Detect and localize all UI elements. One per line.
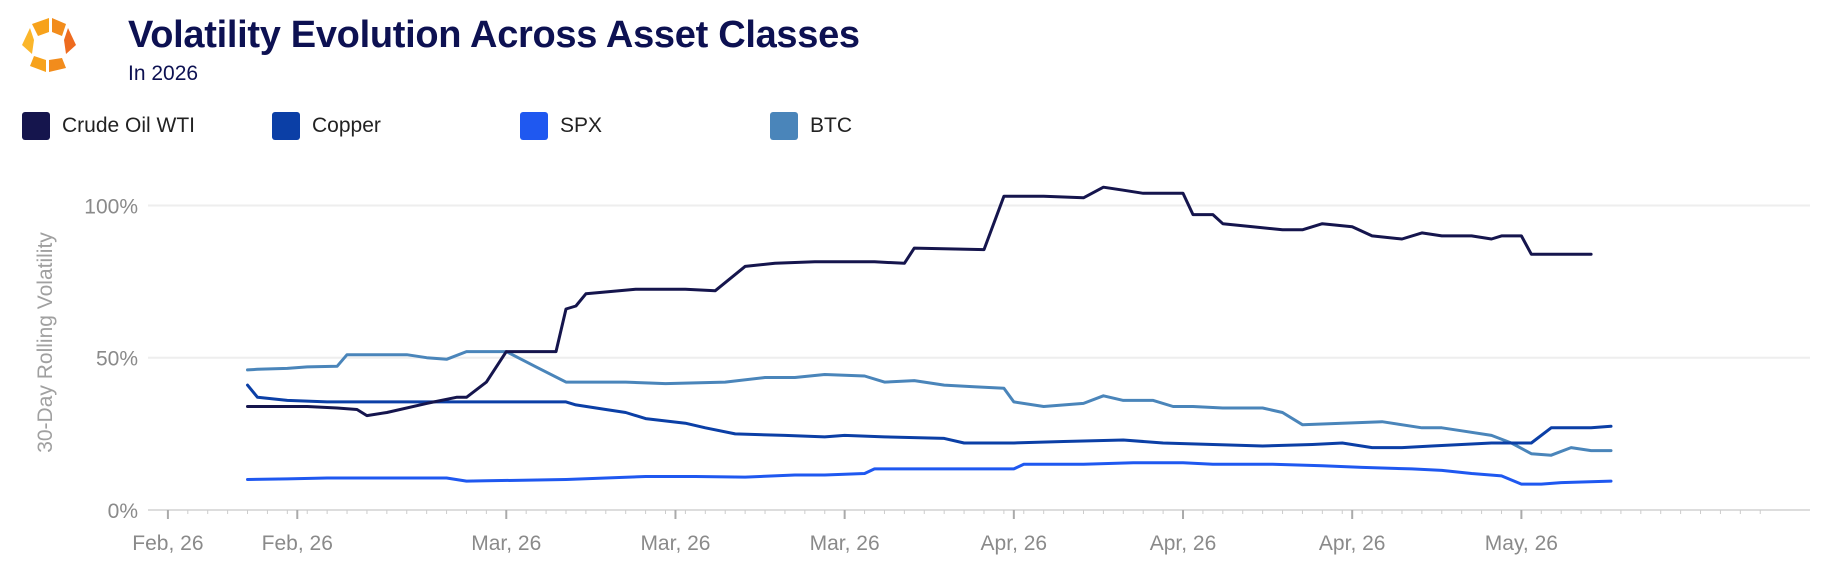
series-line-spx — [246, 461, 1613, 486]
legend-swatch-copper — [272, 112, 300, 140]
legend-label-spx: SPX — [560, 114, 603, 137]
series-line-copper — [246, 383, 1613, 450]
orange-hexagon-logo-icon — [18, 14, 80, 76]
x-tick-label: Feb, 26 — [132, 532, 203, 555]
y-tick-label: 50% — [96, 348, 138, 371]
legend-item-spx[interactable]: SPX — [520, 112, 602, 140]
x-tick-label: Mar, 26 — [810, 532, 880, 555]
legend-swatch-spx — [520, 112, 548, 140]
y-axis-title: 30-Day Rolling Volatility — [34, 232, 57, 453]
x-tick-label: May, 26 — [1485, 532, 1558, 555]
x-tick-label: Apr, 26 — [1150, 532, 1217, 555]
legend-label-copper: Copper — [312, 114, 381, 137]
legend-label-btc: BTC — [810, 114, 852, 137]
legend-item-crude-oil[interactable]: Crude Oil WTI — [22, 112, 195, 140]
x-tick-label: Mar, 26 — [640, 532, 710, 555]
x-tick-label: Mar, 26 — [471, 532, 541, 555]
y-tick-label: 0% — [108, 500, 138, 523]
chart-legend: Crude Oil WTI Copper SPX BTC — [22, 112, 922, 142]
chart-title: Volatility Evolution Across Asset Classe… — [128, 14, 860, 56]
chart-subtitle: In 2026 — [128, 62, 199, 85]
x-tick-label: Feb, 26 — [262, 532, 333, 555]
y-tick-label: 100% — [84, 195, 138, 218]
legend-swatch-btc — [770, 112, 798, 140]
legend-swatch-crude-oil — [22, 112, 50, 140]
legend-item-copper[interactable]: Copper — [272, 112, 381, 140]
series-line-btc — [246, 350, 1613, 457]
legend-label-crude-oil: Crude Oil WTI — [62, 114, 196, 137]
legend-item-btc[interactable]: BTC — [770, 112, 852, 140]
x-tick-label: Apr, 26 — [1319, 532, 1386, 555]
x-tick-label: Apr, 26 — [981, 532, 1048, 555]
series-line-crude-oil-wti — [246, 185, 1593, 418]
